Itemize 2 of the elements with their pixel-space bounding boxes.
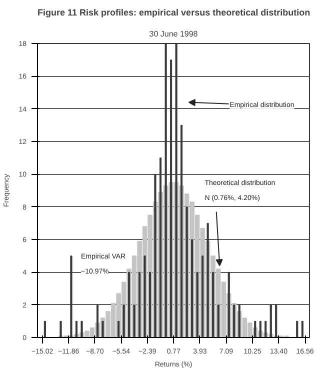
chart-title: Figure 11 Risk profiles: empirical versus theoretical distribution xyxy=(38,8,310,18)
chart-subtitle: 30 June 1998 xyxy=(149,30,198,38)
